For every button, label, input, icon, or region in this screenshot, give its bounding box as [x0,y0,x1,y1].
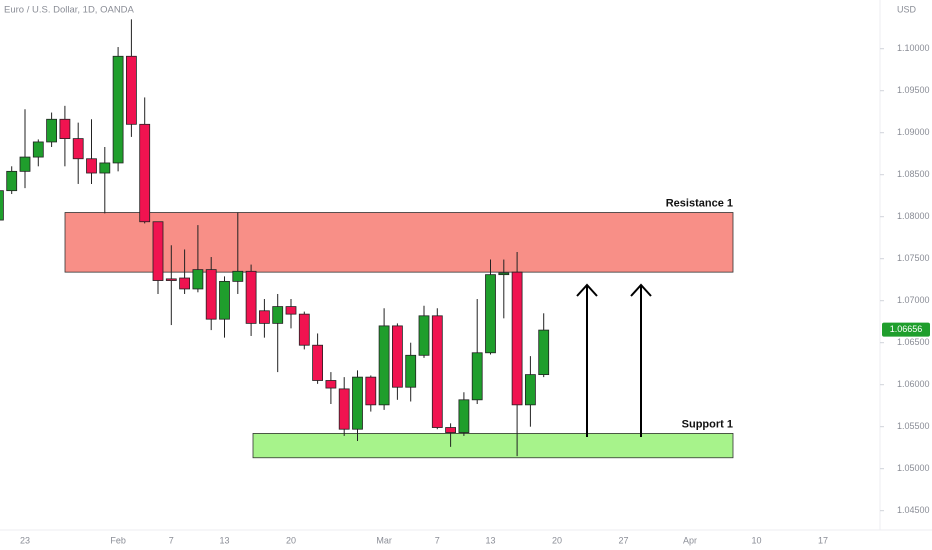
candle-body [219,280,230,320]
arrow-head [630,283,652,297]
candle-body [232,270,244,282]
candle-body [445,427,457,433]
y-tick-label: 1.09500 [897,85,930,95]
candle-body [458,399,470,433]
candle-body [272,306,284,324]
x-tick-label: 17 [818,535,828,545]
candle-body [0,190,4,221]
candle-body [152,221,164,281]
y-tick-label: 1.07000 [897,295,930,305]
candle-body [139,123,151,223]
candle-body [378,325,390,406]
x-tick-label: 7 [435,535,440,545]
candle-body [165,278,177,281]
candle-body [485,274,496,354]
y-tick-label: 1.07500 [897,253,930,263]
candle-body [72,138,84,160]
candle-body [391,325,403,388]
candle-body [338,388,350,430]
x-tick-label: 7 [169,535,174,545]
candle-body [32,141,44,158]
y-tick-label: 1.05000 [897,463,930,473]
y-tick-label: 1.06000 [897,379,930,389]
candle-body [6,170,18,192]
candle-body [365,376,377,406]
candle-body [46,118,57,143]
x-tick-label: Feb [110,535,126,545]
x-tick-label: 13 [219,535,229,545]
y-tick-label: 1.09000 [897,127,930,137]
candle-body [471,352,483,401]
x-tick-label: Apr [683,535,697,545]
currency-label: USD [897,4,917,14]
candle-body [205,269,217,320]
candle-body [538,329,550,376]
arrow-head [576,283,598,297]
candle-body [99,162,111,174]
candle-body [418,315,430,356]
x-tick-label: 13 [485,535,495,545]
candle-body [325,380,337,389]
y-tick-label: 1.06500 [897,337,930,347]
x-tick-label: 10 [751,535,761,545]
zone-label: Support 1 [682,418,733,430]
candle-body [511,271,523,406]
y-tick-label: 1.04500 [897,505,930,515]
candle-body [258,310,270,324]
zone [64,212,734,273]
y-tick-label: 1.08500 [897,169,930,179]
zone [252,433,734,459]
candle-body [59,118,71,139]
candle-body [525,374,536,406]
candle-body [352,376,363,430]
candle-body [285,306,297,315]
y-tick-label: 1.05500 [897,421,930,431]
candle-body [498,272,510,276]
candle-body [192,269,204,290]
candle-body [126,55,137,125]
zone-label: Resistance 1 [666,197,733,209]
candle-body [405,354,417,388]
candle-body [19,156,31,172]
last-price-label: 1.06656 [890,324,923,334]
x-tick-label: 23 [20,535,30,545]
last-price-tag [882,322,930,337]
candle-body [431,315,443,428]
candle-body [112,55,124,164]
x-tick-label: 20 [552,535,562,545]
candle-body [312,344,324,381]
chart-title: Euro / U.S. Dollar, 1D, OANDA [4,5,135,16]
candle-body [245,270,257,324]
candle-body [179,277,191,290]
x-tick-label: 20 [286,535,296,545]
candle-body [298,313,310,346]
arrows [576,283,652,437]
x-tick-label: Mar [376,535,392,545]
y-tick-label: 1.08000 [897,211,930,221]
x-tick-label: 27 [618,535,628,545]
candle-body [86,158,97,174]
y-tick-label: 1.10000 [897,43,930,53]
plot: Resistance 1 Support 1 [0,19,734,459]
